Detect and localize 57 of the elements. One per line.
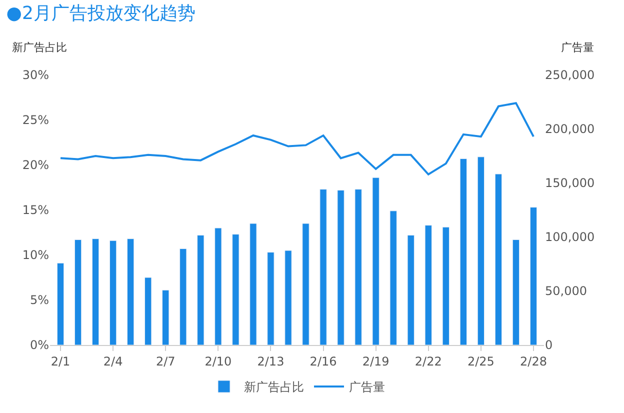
bar — [109, 240, 117, 345]
bar — [372, 177, 380, 345]
bar — [460, 158, 467, 345]
y2-tick-label: 100,000 — [545, 230, 595, 244]
y-tick-label: 0% — [30, 338, 49, 352]
bar — [127, 238, 134, 345]
x-tick-label: 2/28 — [520, 354, 547, 368]
bar — [320, 189, 327, 345]
bar — [267, 252, 274, 345]
x-tick-label: 2/4 — [103, 354, 123, 368]
bar — [354, 189, 362, 345]
y2-tick-label: 0 — [545, 338, 553, 352]
bar — [232, 234, 240, 345]
x-tick-label: 2/16 — [310, 354, 337, 368]
bar — [162, 290, 170, 345]
bar — [144, 277, 152, 345]
y-tick-label: 10% — [22, 248, 49, 262]
y2-tick-label: 150,000 — [545, 176, 595, 190]
bar — [284, 250, 292, 345]
y2-axis-title: 广告量 — [561, 41, 594, 54]
bar — [424, 225, 432, 345]
x-tick-label: 2/22 — [414, 354, 442, 368]
bar — [477, 156, 485, 345]
chart-title: ●2月广告投放变化趋势 — [6, 2, 196, 24]
bar — [530, 207, 538, 345]
y2-tick-label: 50,000 — [545, 284, 587, 298]
y-tick-label: 15% — [22, 203, 49, 218]
bar — [407, 234, 414, 345]
bar — [337, 190, 344, 345]
y-tick-label: 30% — [22, 68, 49, 82]
bar — [442, 226, 450, 345]
bar — [214, 228, 222, 345]
x-tick-label: 2/10 — [204, 354, 232, 368]
bar — [92, 238, 100, 345]
bar — [197, 234, 204, 345]
bar — [74, 239, 82, 345]
legend-label: 广告量 — [349, 380, 385, 394]
x-tick-label: 2/19 — [362, 354, 390, 368]
y-tick-label: 25% — [22, 113, 49, 128]
bar — [494, 174, 502, 345]
x-tick-label: 2/7 — [156, 354, 176, 368]
bar — [180, 248, 187, 345]
legend-label: 新广告占比 — [244, 380, 304, 394]
y-tick-label: 20% — [22, 158, 49, 172]
bar — [302, 223, 310, 345]
y-tick-label: 5% — [30, 293, 49, 308]
x-tick-label: 2/1 — [50, 354, 70, 368]
bar — [56, 262, 64, 345]
y2-tick-label: 200,000 — [545, 122, 595, 136]
bar — [512, 239, 520, 345]
x-tick-label: 2/13 — [257, 354, 284, 368]
y-axis-title: 新广告占比 — [12, 41, 67, 54]
y2-tick-label: 250,000 — [545, 68, 595, 82]
line-series — [60, 102, 534, 176]
bar — [250, 223, 257, 345]
bar — [390, 210, 397, 345]
x-tick-label: 2/25 — [467, 354, 494, 368]
